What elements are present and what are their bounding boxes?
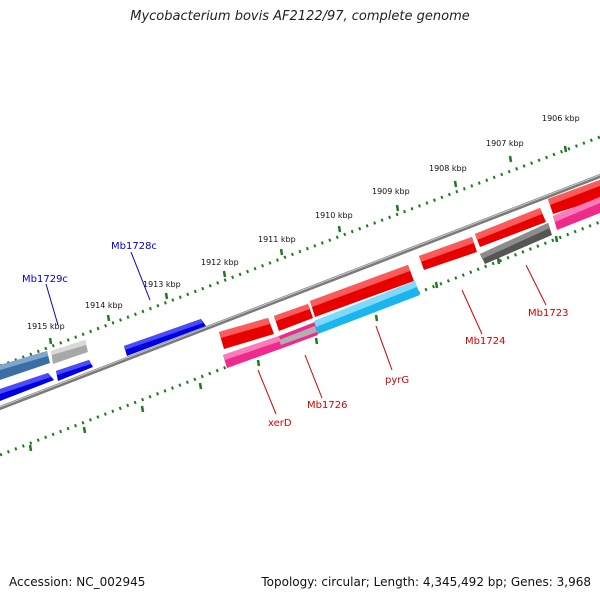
gene-label-mb1723: Mb1723 [528,308,568,319]
scale-label-1907: 1907 kbp [486,139,524,148]
scale-label-1913: 1913 kbp [143,280,181,289]
gene-mb1729c[interactable] [56,360,93,381]
gene-forward-red-4[interactable] [419,237,477,270]
outer-major-ticks [48,145,568,345]
scale-label-1911: 1911 kbp [258,235,296,244]
map-title: Mycobacterium bovis AF2122/97, complete … [130,9,470,24]
leader-mb1724 [461,289,483,335]
leader-mb1728c [130,251,151,301]
gene-mb1723[interactable] [553,197,600,230]
gene-forward-red-1[interactable] [219,318,274,349]
inner-major-ticks [28,235,559,452]
accession-text: Accession: NC_002945 [9,575,146,589]
gene-label-mb1729c: Mb1729c [22,274,68,285]
gene-xerd[interactable] [223,336,283,368]
leader-mb1729c [45,283,59,326]
gene-pyrg[interactable] [314,281,420,334]
gene-label-mb1726: Mb1726 [307,400,347,411]
scale-label-1908: 1908 kbp [429,164,467,173]
gene-forward-red-5[interactable] [475,208,546,247]
leader-pyrg [375,325,393,371]
scale-label-1906: 1906 kbp [542,114,580,123]
gene-gray-segment[interactable] [51,340,88,364]
gene-label-xerd: xerD [268,418,292,429]
scale-label-1914: 1914 kbp [85,301,123,310]
gene-mb1728c[interactable] [124,319,206,356]
leader-mb1726 [304,354,323,399]
gene-label-pyrg: pyrG [385,375,409,386]
outer-scale-ring [0,135,600,368]
scale-label-1909: 1909 kbp [372,187,410,196]
gene-mb1726[interactable] [279,322,318,348]
scale-label-1912: 1912 kbp [201,258,239,267]
leader-xerd [257,369,277,415]
gene-steel-segment[interactable] [0,351,50,380]
leader-mb1723 [525,264,547,306]
gene-forward-red-6[interactable] [548,180,600,214]
genome-backbone [0,174,600,410]
gene-forward-red-3[interactable] [310,265,414,317]
scale-label-1915: 1915 kbp [27,322,65,331]
genome-backbone-highlight [0,174,600,408]
genome-summary-text: Topology: circular; Length: 4,345,492 bp… [261,575,591,589]
scale-label-1910: 1910 kbp [315,211,353,220]
gene-forward-red-2[interactable] [274,304,313,331]
gene-mb1729c-lower[interactable] [0,373,54,401]
gene-label-mb1724: Mb1724 [465,336,505,347]
gene-mb1724[interactable] [480,223,552,264]
gene-label-mb1728c: Mb1728c [111,241,157,252]
